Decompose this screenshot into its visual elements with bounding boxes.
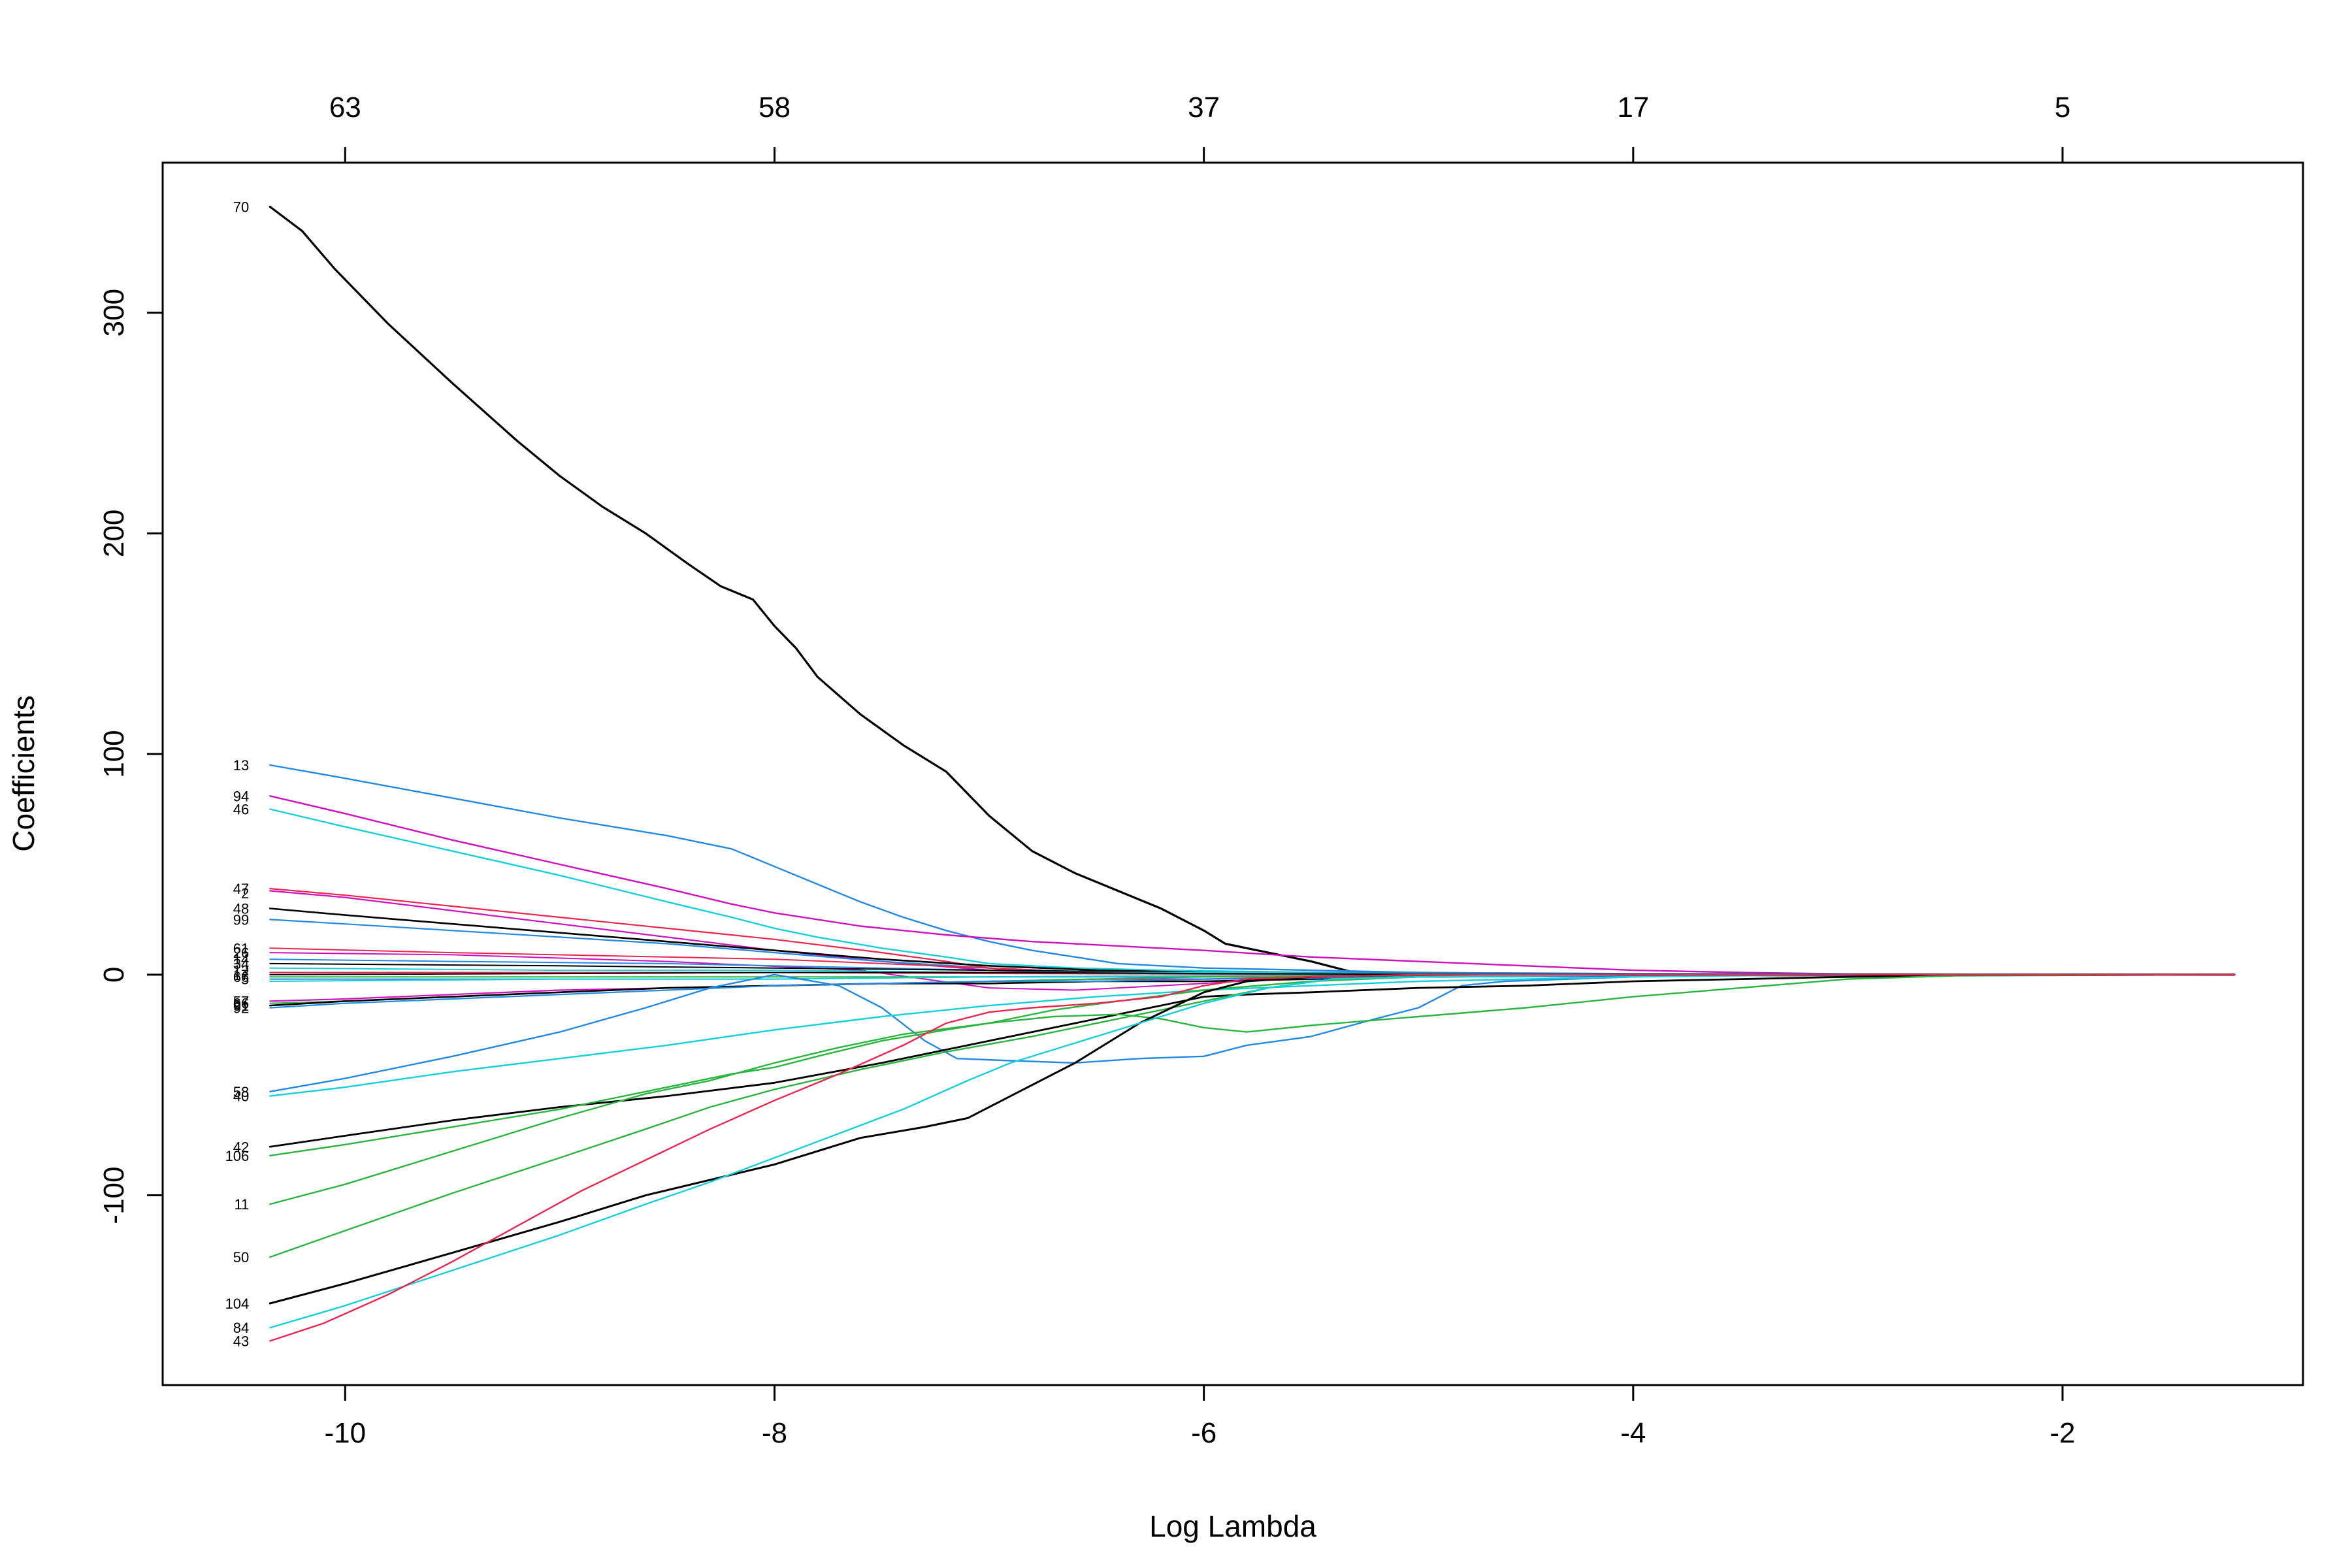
- coef-label-94: 94: [233, 788, 249, 804]
- coef-path-13: [269, 764, 2236, 975]
- top-tick-label: 63: [329, 91, 361, 123]
- coef-label-50: 50: [233, 1249, 249, 1266]
- coef-label-104: 104: [225, 1296, 250, 1312]
- coef-path-58: [269, 973, 2236, 1092]
- coef-path-50: [269, 973, 2236, 1258]
- coef-label-91: 91: [233, 998, 249, 1014]
- coef-label-47: 47: [233, 881, 249, 897]
- x-axis-title: Log Lambda: [1149, 1509, 1316, 1543]
- coef-path-43: [269, 973, 2236, 1342]
- coef-label-14: 14: [233, 951, 249, 968]
- coef-label-99: 99: [233, 911, 249, 928]
- x-tick-label: -10: [325, 1417, 367, 1449]
- coef-label-92: 92: [233, 1000, 249, 1016]
- coef-label-12: 12: [233, 962, 249, 979]
- coef-label-40: 40: [233, 1088, 249, 1105]
- coef-path-40: [269, 973, 2236, 1097]
- plot-frame: [161, 161, 2304, 1386]
- coef-label-17: 17: [233, 967, 249, 983]
- y-tick-label: -100: [98, 1167, 130, 1224]
- x-tick-label: -6: [1191, 1417, 1217, 1449]
- y-tick-label: 100: [98, 730, 130, 777]
- coef-path-11: [269, 973, 2236, 1205]
- coef-label-84: 84: [233, 1320, 249, 1336]
- y-tick-label: 200: [98, 510, 130, 557]
- top-tick-label: 58: [759, 91, 791, 123]
- coef-label-13: 13: [233, 757, 249, 774]
- top-tick-label: 37: [1188, 91, 1220, 123]
- coef-path-70: [269, 205, 2236, 976]
- coef-path-104: [269, 973, 2236, 1305]
- coefficient-labels: 7013944647248996126143412176655766919258…: [225, 199, 250, 1350]
- coef-label-48: 48: [233, 901, 249, 917]
- coef-label-34: 34: [233, 956, 249, 972]
- bottom-x-axis: -10 -8 -6 -4 -2: [325, 1384, 2076, 1449]
- coef-label-11: 11: [234, 1196, 249, 1213]
- coef-label-61: 61: [233, 940, 249, 956]
- coef-path-47: [269, 888, 2235, 975]
- coef-path-106: [269, 973, 2236, 1156]
- coef-label-66: 66: [233, 996, 249, 1012]
- coef-label-58: 58: [233, 1084, 249, 1100]
- coef-label-26: 26: [233, 945, 249, 961]
- coef-label-2: 2: [241, 885, 249, 902]
- y-axis-title: Coefficients: [7, 695, 41, 852]
- x-tick-label: -4: [1620, 1417, 1646, 1449]
- coef-label-43: 43: [233, 1333, 249, 1349]
- coef-label-70: 70: [233, 199, 249, 216]
- coef-label-57: 57: [233, 993, 249, 1009]
- coef-label-66: 66: [233, 969, 249, 985]
- y-axis: -100 0 100 200 300: [98, 289, 163, 1224]
- coef-label-106: 106: [225, 1148, 250, 1164]
- coef-label-5: 5: [241, 972, 249, 988]
- coef-path-42: [269, 973, 2236, 1148]
- coef-label-46: 46: [233, 802, 249, 818]
- top-tick-label: 17: [1617, 91, 1649, 123]
- coef-path-84: [269, 973, 2236, 1329]
- y-tick-label: 0: [98, 967, 130, 983]
- coef-path-94: [269, 795, 2236, 975]
- top-tick-label: 5: [2055, 91, 2070, 123]
- y-tick-label: 300: [98, 289, 130, 336]
- series-lines: [269, 205, 2236, 1342]
- x-tick-label: -8: [762, 1417, 787, 1449]
- top-x-axis: 63 58 37 17 5: [329, 91, 2070, 163]
- x-tick-label: -2: [2050, 1417, 2075, 1449]
- coef-label-42: 42: [233, 1139, 249, 1155]
